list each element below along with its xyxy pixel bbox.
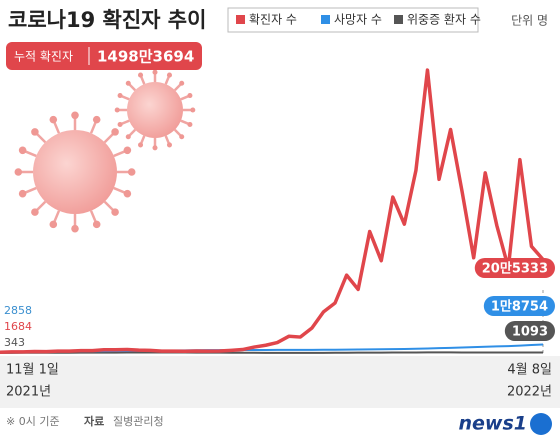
virus-tip	[50, 116, 58, 124]
cumulative-value: 1498만3694	[97, 48, 194, 66]
note: ※ 0시 기준	[6, 415, 60, 428]
end-value-label: 20만5333	[482, 261, 548, 277]
unit-label: 단위 명	[511, 14, 548, 28]
virus-tip	[128, 168, 136, 176]
x-tick-label: 4월 8일	[507, 363, 552, 378]
legend-swatch	[394, 15, 403, 24]
legend-label: 사망자 수	[334, 13, 382, 27]
logo: news1	[459, 413, 528, 435]
virus-tip	[111, 128, 119, 136]
virus-decoration	[15, 70, 196, 233]
virus-tip	[124, 190, 132, 198]
legend-label: 확진자 수	[249, 13, 297, 27]
virus-tip	[93, 221, 101, 229]
virus-tip	[50, 221, 58, 229]
virus-tip	[187, 122, 192, 127]
virus-tip	[71, 225, 79, 233]
virus-tip	[126, 81, 131, 86]
virus-tip	[152, 145, 157, 150]
start-value-label: 343	[4, 336, 25, 349]
legend: 확진자 수 사망자 수 위중증 환자 수	[236, 13, 481, 27]
plot: 2858 1684 343 20만5333 1만8754 1093 11월 1일 4월 8일 2…	[0, 70, 555, 399]
virus-tip	[190, 107, 195, 112]
virus-tip	[124, 147, 132, 155]
virus-tip	[167, 142, 172, 147]
virus-tip	[138, 142, 143, 147]
legend-swatch	[321, 15, 330, 24]
virus-tip	[31, 208, 39, 216]
virus-tip	[118, 122, 123, 127]
virus-tip	[187, 93, 192, 98]
x-year-label: 2022년	[507, 385, 552, 400]
legend-swatch	[236, 15, 245, 24]
end-value-label: 1093	[512, 325, 548, 340]
x-tick-label: 11월 1일	[6, 363, 59, 378]
axis-band	[0, 356, 560, 408]
start-value-label: 1684	[4, 320, 32, 333]
source: 질병관리청	[113, 415, 164, 428]
virus-tip	[118, 93, 123, 98]
virus-tip	[179, 81, 184, 86]
virus-tip	[31, 128, 39, 136]
virus-tip	[126, 134, 131, 139]
virus-body	[127, 82, 183, 138]
x-year-label: 2021년	[6, 385, 51, 400]
virus-tip	[179, 134, 184, 139]
virus-tip	[111, 208, 119, 216]
virus-tip	[15, 168, 23, 176]
virus-tip	[19, 190, 27, 198]
virus-tip	[19, 147, 27, 155]
chart-title: 코로나19 확진자 추이	[8, 8, 206, 32]
logo-mark	[530, 413, 552, 435]
virus-tip	[115, 107, 120, 112]
start-value-label: 2858	[4, 304, 32, 317]
virus-tip	[152, 70, 157, 75]
end-value-label: 1만8754	[491, 299, 548, 315]
virus-body	[33, 130, 117, 214]
virus-tip	[138, 73, 143, 78]
legend-label: 위중증 환자 수	[407, 13, 481, 27]
virus-tip	[71, 112, 79, 120]
cumulative-label: 누적 확진자	[14, 50, 73, 64]
source-label: 자료	[84, 414, 104, 428]
virus-tip	[93, 116, 101, 124]
virus-tip	[167, 73, 172, 78]
